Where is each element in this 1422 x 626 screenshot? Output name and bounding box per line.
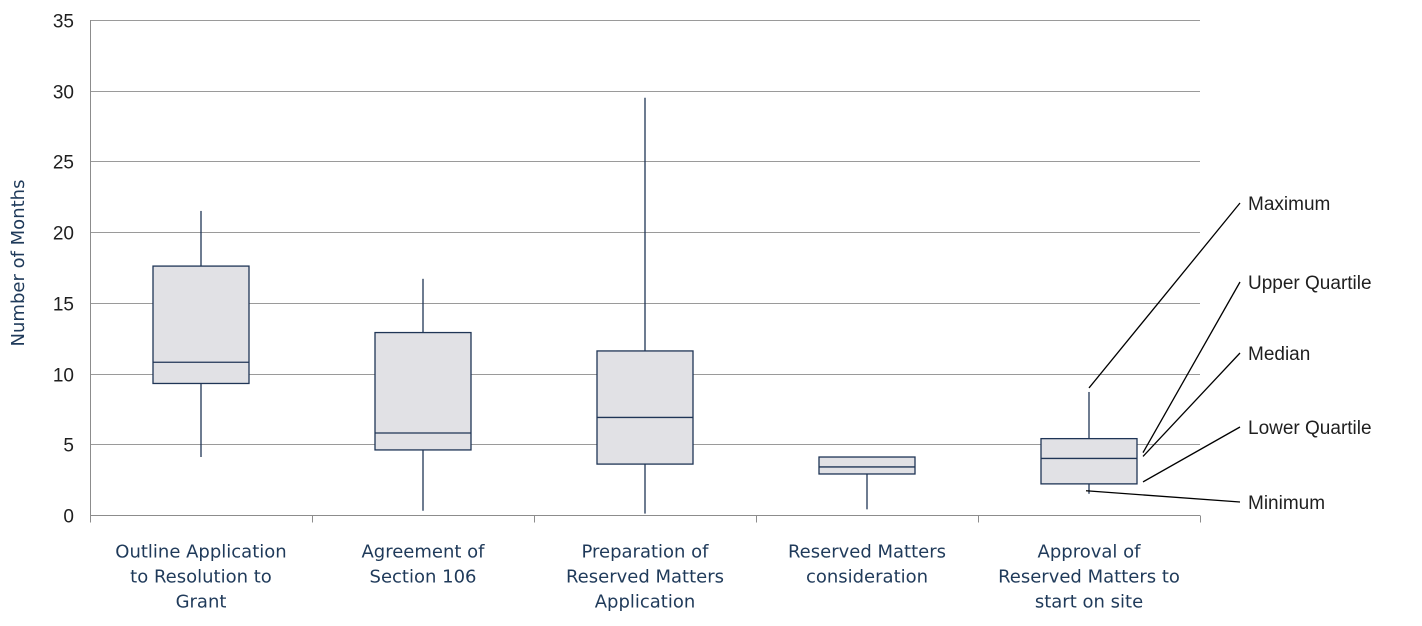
category-label-3: Reserved Matters consideration bbox=[788, 542, 946, 588]
category-label-line: Reserved Matters bbox=[566, 567, 724, 588]
leader-line-min bbox=[1085, 490, 1241, 503]
box-2 bbox=[596, 97, 694, 514]
leader-line-max bbox=[1088, 202, 1241, 389]
key-label-min: Minimum bbox=[1248, 493, 1325, 514]
category-label-0: Outline Application to Resolution to Grant bbox=[115, 542, 286, 613]
category-label-line: Reserved Matters bbox=[788, 542, 946, 563]
category-label-line: to Resolution to bbox=[130, 567, 272, 588]
box-key: Maximum Upper Quartile Median Lower Quartil… bbox=[1085, 194, 1372, 514]
box-0 bbox=[152, 210, 250, 458]
y-tick-labels: 0 5 10 15 20 25 30 35 bbox=[53, 12, 74, 528]
category-label-line: Approval of bbox=[1038, 542, 1142, 563]
key-label-median: Median bbox=[1248, 344, 1310, 365]
category-label-line: start on site bbox=[1035, 592, 1143, 613]
quartile-box bbox=[152, 265, 250, 385]
box-3 bbox=[818, 456, 916, 510]
category-label-1: Agreement of Section 106 bbox=[361, 542, 485, 588]
category-label-line: Grant bbox=[176, 592, 227, 613]
quartile-box bbox=[374, 331, 472, 451]
category-labels: Outline Application to Resolution to Grant… bbox=[115, 542, 1180, 613]
quartile-box bbox=[818, 456, 916, 475]
quartile-box bbox=[596, 350, 694, 465]
y-tick-label-10: 10 bbox=[53, 366, 74, 387]
axes bbox=[90, 20, 1201, 523]
y-tick-label-5: 5 bbox=[63, 436, 74, 457]
y-tick-label-0: 0 bbox=[63, 507, 74, 528]
y-tick-label-25: 25 bbox=[53, 153, 74, 174]
key-label-max: Maximum bbox=[1248, 194, 1330, 215]
quartile-box bbox=[1040, 437, 1138, 485]
box-4 bbox=[1040, 391, 1138, 494]
key-label-q1: Lower Quartile bbox=[1248, 418, 1372, 439]
leader-line-q3 bbox=[1142, 281, 1241, 453]
category-label-line: consideration bbox=[806, 567, 928, 588]
category-label-line: Reserved Matters to bbox=[998, 567, 1180, 588]
category-label-line: Outline Application bbox=[115, 542, 286, 563]
y-tick-label-30: 30 bbox=[53, 83, 74, 104]
category-label-line: Application bbox=[595, 592, 696, 613]
box-1 bbox=[374, 278, 472, 511]
leader-line-median bbox=[1142, 352, 1241, 457]
y-tick-label-35: 35 bbox=[53, 12, 74, 33]
category-label-line: Section 106 bbox=[370, 567, 477, 588]
leader-line-q1 bbox=[1142, 426, 1241, 483]
boxes bbox=[152, 97, 1138, 514]
category-label-line: Agreement of bbox=[361, 542, 485, 563]
y-tick-label-20: 20 bbox=[53, 224, 74, 245]
y-tick-label-15: 15 bbox=[53, 295, 74, 316]
key-label-q3: Upper Quartile bbox=[1248, 273, 1372, 294]
category-label-line: Preparation of bbox=[581, 542, 709, 563]
category-label-2: Preparation of Reserved Matters Applicatio… bbox=[566, 542, 724, 613]
y-axis-label: Number of Months bbox=[8, 180, 29, 347]
category-label-4: Approval of Reserved Matters to start on s… bbox=[998, 542, 1180, 613]
